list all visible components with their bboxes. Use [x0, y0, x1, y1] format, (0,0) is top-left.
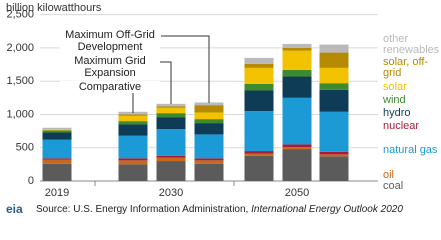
bar-segment [156, 117, 186, 130]
bar-segment [156, 129, 186, 156]
bar-segment [244, 67, 274, 84]
bar-segment [42, 127, 72, 130]
legend-entry: nuclear [383, 120, 420, 132]
bar-segment [118, 160, 148, 165]
page: billion kilowatthours 0 500 1,000 1,500 2,00… [6, 2, 440, 216]
y-axis-label: billion kilowatthours [6, 2, 102, 14]
bar-segment [156, 107, 186, 114]
bar-segment [42, 130, 72, 133]
x-tick-label: 2050 [285, 187, 309, 199]
bar-segment [42, 163, 72, 181]
bar-segment [156, 103, 186, 107]
legend-entry: solar [383, 81, 407, 93]
annotation: Maximum Grid Expansion [60, 55, 160, 79]
chart: billion kilowatthours 0 500 1,000 1,500 2,00… [6, 2, 378, 199]
bar-segment [282, 97, 312, 145]
bar-segment [244, 57, 274, 64]
bar-segment [244, 111, 274, 152]
bar-segment [194, 119, 224, 124]
annotation: Comparative [60, 81, 160, 93]
bar-segment [194, 134, 224, 159]
bar-segment [282, 76, 312, 98]
y-tick-label: 1,500 [6, 75, 34, 87]
bar-segment [244, 153, 274, 156]
bar-segment [319, 151, 349, 155]
legend-entry: wind [383, 94, 406, 106]
legend-entry: natural gas [383, 144, 438, 156]
bar-segment [244, 151, 274, 154]
bar-segment [282, 149, 312, 181]
bar-segment [118, 135, 148, 159]
bar-segment [194, 163, 224, 181]
bar-segment [118, 124, 148, 136]
bar-segment [244, 155, 274, 181]
y-tick-label: 1,000 [6, 108, 34, 120]
legend-entry: solar, off-grid [383, 56, 429, 79]
bar-segment [282, 43, 312, 48]
bar-segment [42, 132, 72, 140]
bar-segment [282, 50, 312, 70]
bar-segment [42, 159, 72, 164]
y-tick-label: 0 [28, 175, 34, 187]
bar-segment [118, 158, 148, 161]
bar-segment [118, 164, 148, 181]
bar-segment [194, 112, 224, 120]
bar-segment [319, 83, 349, 90]
bar-segment [42, 158, 72, 160]
legend-entry: oil [383, 169, 395, 181]
bar-segment [319, 44, 349, 53]
bar-segment [118, 111, 148, 115]
legend-entry: coal [383, 180, 404, 192]
bar-segment [118, 115, 148, 122]
bar-segment [156, 113, 186, 118]
bar-segment [319, 154, 349, 157]
bar-segment [156, 157, 186, 162]
publication: International Energy Outlook 2020 [251, 204, 403, 215]
bar-segment [194, 123, 224, 135]
bar-segment [319, 89, 349, 112]
logo: eia [6, 202, 23, 216]
x-tick-label: 2019 [45, 187, 69, 199]
bar-segment [282, 144, 312, 148]
bar-segment [319, 111, 349, 152]
source-text: Source: U.S. Energy Information Administ… [36, 204, 249, 215]
legend-entry: hydro [383, 107, 411, 119]
bar-segment [319, 52, 349, 68]
bar-segment [282, 47, 312, 51]
leader-line [155, 61, 172, 104]
annotation: Maximum Off-Grid Development [60, 29, 160, 53]
bar-segment [282, 69, 312, 77]
y-tick-label: 2,000 [6, 42, 34, 54]
bar-segment [282, 147, 312, 150]
bar-segment [319, 156, 349, 181]
bar-segment [244, 90, 274, 112]
bar-segment [156, 161, 186, 181]
bar-segment [244, 63, 274, 68]
bar-segment [118, 114, 148, 116]
bar-segment [194, 160, 224, 164]
bar-segment [244, 83, 274, 91]
bar-segment [42, 139, 72, 159]
leader-line [161, 35, 210, 103]
bar-segment [156, 155, 186, 158]
y-tick-label: 2,500 [6, 9, 34, 21]
bar-segment [194, 102, 224, 106]
bar-segment [156, 106, 186, 108]
source: Source: U.S. Energy Information Administ… [36, 204, 403, 215]
bar-segment [42, 129, 72, 131]
y-tick-label: 500 [16, 142, 34, 154]
bar-segment [194, 105, 224, 113]
bar-segment [118, 121, 148, 125]
legend-entry: other renewables [383, 33, 440, 56]
x-tick-label: 2030 [159, 187, 183, 199]
bar-segment [319, 67, 349, 84]
bar-segment [194, 158, 224, 161]
